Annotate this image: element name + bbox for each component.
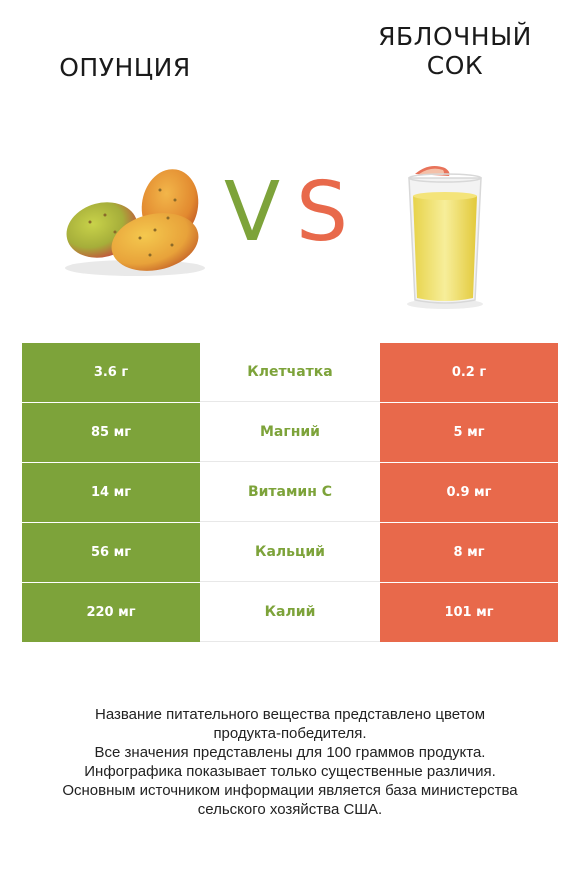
nutrient-name: Магний (200, 403, 380, 462)
nutrient-name: Витамин C (200, 463, 380, 522)
right-product-title: ЯБЛОЧНЫЙ СОК (330, 22, 580, 80)
left-value: 56 мг (22, 523, 200, 582)
right-title-line2: СОК (426, 51, 484, 80)
table-row: 14 мг Витамин C 0.9 мг (22, 463, 558, 523)
nutrient-name: Клетчатка (200, 343, 380, 402)
footer-line: Инфографика показывает только существенн… (84, 763, 496, 780)
right-value: 8 мг (380, 523, 558, 582)
apple-juice-image (395, 160, 495, 310)
vs-letter-s: S (296, 165, 349, 260)
vs-label: V S (224, 168, 354, 258)
table-row: 220 мг Калий 101 мг (22, 583, 558, 643)
left-value: 14 мг (22, 463, 200, 522)
right-value: 0.2 г (380, 343, 558, 402)
nutrient-name: Калий (200, 583, 380, 642)
left-product-title: ОПУНЦИЯ (59, 53, 191, 82)
table-row: 85 мг Магний 5 мг (22, 403, 558, 463)
left-value: 85 мг (22, 403, 200, 462)
right-value: 101 мг (380, 583, 558, 642)
left-value: 220 мг (22, 583, 200, 642)
table-row: 56 мг Кальций 8 мг (22, 523, 558, 583)
comparison-table: 3.6 г Клетчатка 0.2 г 85 мг Магний 5 мг … (22, 343, 558, 643)
right-value: 0.9 мг (380, 463, 558, 522)
prickly-pear-image (60, 160, 210, 280)
footer-line: сельского хозяйства США. (197, 801, 383, 818)
footer-line: продукта-победителя. (213, 725, 367, 742)
footer-line: Основным источником информации является … (62, 782, 518, 799)
table-row: 3.6 г Клетчатка 0.2 г (22, 343, 558, 403)
left-value: 3.6 г (22, 343, 200, 402)
right-title-line1: ЯБЛОЧНЫЙ (378, 22, 532, 51)
right-value: 5 мг (380, 403, 558, 462)
footer-line: Все значения представлены для 100 граммо… (94, 744, 486, 761)
nutrient-name: Кальций (200, 523, 380, 582)
vs-letter-v: V (224, 165, 281, 260)
footer-notes: Название питательного вещества представл… (10, 705, 570, 819)
footer-line: Название питательного вещества представл… (94, 706, 486, 723)
